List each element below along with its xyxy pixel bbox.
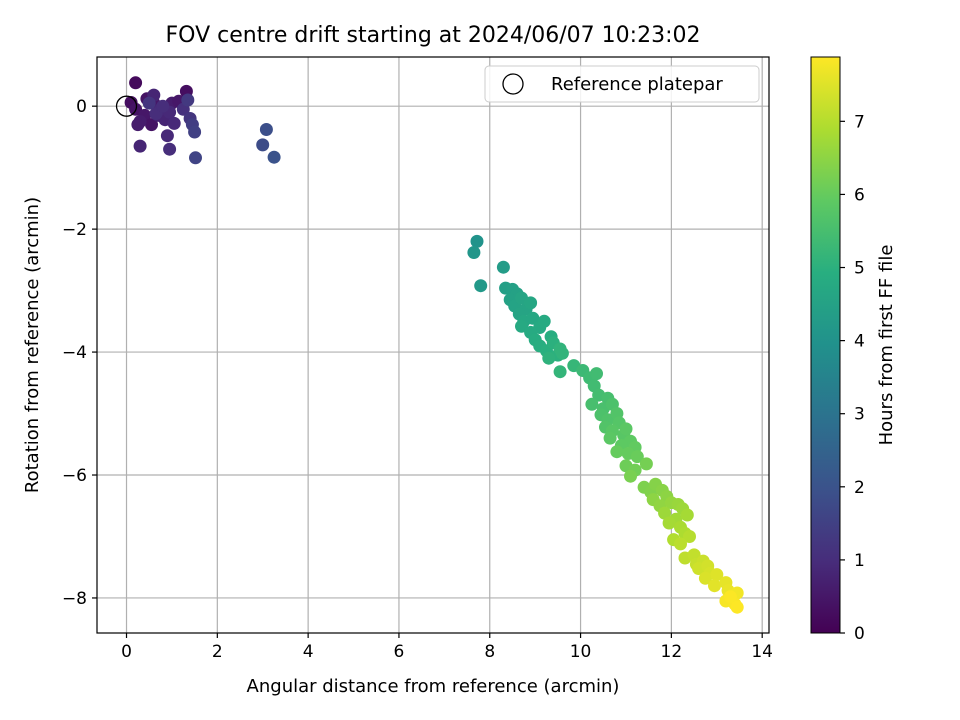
colorbar-tick-label: 5 [854,259,865,279]
data-point [730,600,744,614]
data-point [542,351,556,365]
data-point [639,457,653,471]
data-point [674,537,687,551]
data-point [526,311,540,325]
data-point [181,93,195,107]
data-point [624,469,637,483]
data-point [129,76,143,90]
scatter-points [124,76,744,614]
data-point [267,150,281,164]
x-axis-ticks: 0 2 4 6 8 10 12 14 [121,633,773,662]
data-point [133,139,147,153]
data-point [590,367,603,381]
y-tick-label: −6 [62,466,87,486]
x-tick-label: 8 [484,642,495,662]
x-tick-label: 0 [121,642,132,662]
data-point [515,319,528,333]
data-point [474,279,488,293]
data-point [619,422,633,436]
colorbar [810,56,841,634]
plot-area [97,57,769,633]
reference-marker [115,95,138,117]
data-point [189,151,202,165]
y-tick-label: −2 [62,220,87,240]
data-point [603,431,617,445]
data-point [163,142,177,156]
chart-title: FOV centre drift starting at 2024/06/07 … [166,23,701,48]
x-tick-label: 6 [394,642,405,662]
data-point [160,129,174,143]
data-point [467,246,481,259]
y-axis-label: Rotation from reference (arcmin) [22,197,43,493]
data-point [708,579,721,593]
reference-layer [115,95,138,117]
data-point [188,125,202,139]
data-point [610,445,624,459]
colorbar-tick-label: 0 [854,624,865,644]
data-point [259,123,273,136]
colorbar-tick-label: 7 [854,112,865,132]
y-tick-label: 0 [76,97,87,117]
legend-box [484,65,760,103]
legend-marker [502,73,524,95]
colorbar-tick-label: 4 [854,332,865,352]
colorbar-label: Hours from first FF file [876,245,897,446]
data-point [710,568,724,582]
grid [97,57,769,633]
x-axis-label: Angular distance from reference (arcmin) [247,676,620,697]
x-tick-label: 12 [661,642,683,662]
data-point [680,508,694,522]
data-point [496,260,510,274]
x-tick-label: 10 [570,642,592,662]
data-point [537,314,551,328]
x-tick-label: 4 [303,642,314,662]
data-point [524,296,538,310]
colorbar-tick-label: 2 [854,478,865,498]
data-point [156,99,170,113]
data-point [142,96,156,110]
plot-frame [96,56,770,634]
data-point [683,530,696,543]
legend: Reference platepar [484,65,760,103]
data-point [553,365,567,379]
colorbar-tick-label: 3 [854,405,865,425]
legend-label: Reference platepar [551,74,723,95]
colorbar-ticks: 0 1 2 3 4 5 6 7 [840,112,865,644]
data-point [470,234,484,248]
data-point [723,590,737,604]
x-tick-label: 14 [751,642,773,662]
y-axis-ticks: 0 −2 −4 −6 −8 [62,97,97,609]
data-point [662,516,676,530]
data-point [555,346,569,360]
data-point [698,571,712,585]
data-point [145,118,158,132]
y-tick-label: −8 [62,589,87,609]
y-tick-label: −4 [62,343,87,363]
data-point [630,450,644,464]
data-point [256,138,270,152]
colorbar-tick-label: 6 [854,185,865,205]
data-point [167,116,181,130]
x-tick-label: 2 [212,642,223,662]
colorbar-tick-label: 1 [854,551,865,571]
data-point [585,397,599,411]
data-point [131,118,145,132]
data-point [658,506,672,520]
